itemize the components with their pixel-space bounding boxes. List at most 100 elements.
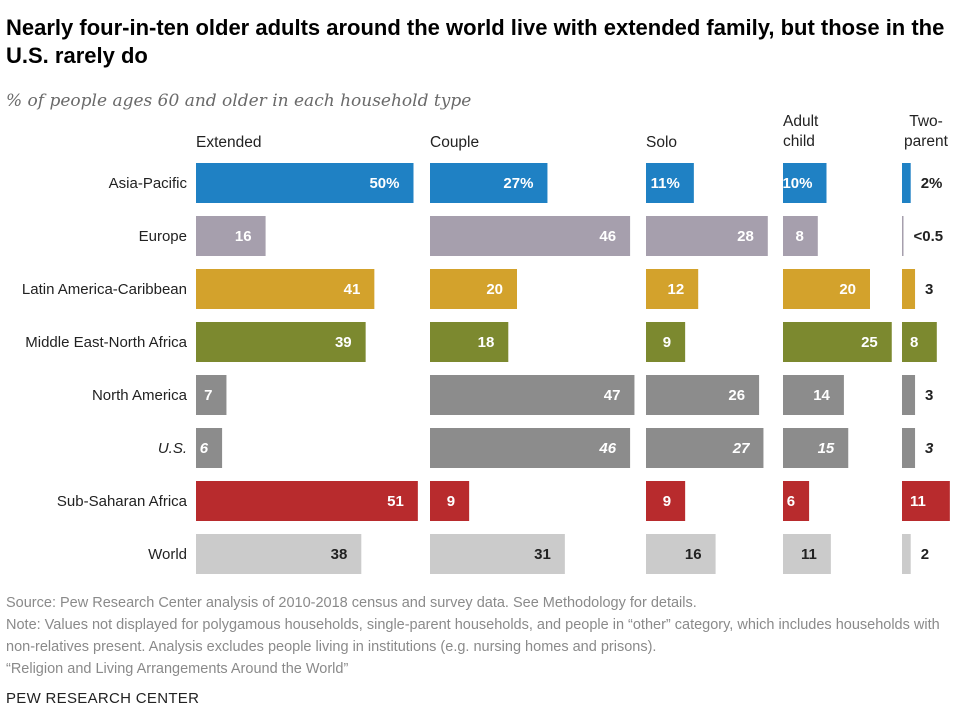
value-label-solo-north-america: 26 <box>728 387 745 404</box>
value-label-couple-asia-pacific: 27% <box>503 175 533 192</box>
panel-header: Couple <box>430 134 479 151</box>
value-label-couple-world: 31 <box>534 546 551 563</box>
note-text: Note: Values not displayed for polygamou… <box>6 617 940 655</box>
bar-extended-latin-america-caribbean <box>196 269 375 309</box>
bar-couple-europe <box>430 216 631 256</box>
bar-solo-latin-america-caribbean <box>646 269 699 309</box>
value-label-two-parent-u-s: 3 <box>925 440 934 457</box>
category-label-sub-saharan-africa: Sub-Saharan Africa <box>57 493 188 510</box>
value-label-two-parent-north-america: 3 <box>925 387 933 404</box>
bar-chart: Extended Couple Solo Adult child Two-parent As… <box>22 113 950 574</box>
value-label-extended-latin-america-caribbean: 41 <box>344 281 361 298</box>
category-label-north-america: North America <box>92 387 188 404</box>
value-label-solo-latin-america-caribbean: 12 <box>668 281 685 298</box>
value-label-solo-world: 16 <box>685 546 702 563</box>
bar-adult-child-sub-saharan-africa <box>783 481 810 521</box>
value-label-extended-europe: 16 <box>235 228 252 245</box>
value-label-solo-middle-east-north-africa: 9 <box>663 334 671 351</box>
bar-couple-u-s <box>430 428 631 468</box>
category-label-europe: Europe <box>139 228 187 245</box>
bar-extended-asia-pacific <box>196 163 414 203</box>
report-title: “Religion and Living Arrangements Around… <box>6 661 349 677</box>
value-label-adult-child-asia-pacific: 10% <box>782 175 812 192</box>
value-label-couple-north-america: 47 <box>604 387 621 404</box>
bar-couple-asia-pacific <box>430 163 548 203</box>
organization-label: PEW RESEARCH CENTER <box>6 690 200 707</box>
bar-adult-child-world <box>783 534 831 574</box>
bar-couple-latin-america-caribbean <box>430 269 517 309</box>
bar-extended-u-s <box>196 428 223 468</box>
value-label-extended-asia-pacific: 50% <box>369 175 399 192</box>
value-label-adult-child-u-s: 15 <box>818 440 835 457</box>
value-label-extended-world: 38 <box>331 546 348 563</box>
panel-header: Adult child <box>783 113 819 150</box>
panel-header: Solo <box>646 134 677 151</box>
bar-two-parent-asia-pacific <box>902 163 911 203</box>
bar-solo-asia-pacific <box>646 163 694 203</box>
bar-two-parent-europe <box>902 216 904 256</box>
bar-solo-middle-east-north-africa <box>646 322 686 362</box>
value-label-solo-u-s: 27 <box>732 440 750 457</box>
value-label-two-parent-asia-pacific: 2% <box>921 175 943 192</box>
category-label-latin-america-caribbean: Latin America-Caribbean <box>22 281 187 298</box>
bar-solo-sub-saharan-africa <box>646 481 686 521</box>
value-label-couple-u-s: 46 <box>598 440 616 457</box>
value-label-adult-child-sub-saharan-africa: 6 <box>787 493 795 510</box>
bar-adult-child-latin-america-caribbean <box>783 269 870 309</box>
bar-extended-middle-east-north-africa <box>196 322 366 362</box>
chart-subtitle: % of people ages 60 and older in each ho… <box>6 91 472 111</box>
bar-solo-u-s <box>646 428 764 468</box>
value-label-adult-child-world: 11 <box>801 546 817 563</box>
bar-adult-child-north-america <box>783 375 844 415</box>
chart-title: Nearly four-in-ten older adults around t… <box>6 15 945 68</box>
bar-extended-north-america <box>196 375 227 415</box>
value-label-two-parent-middle-east-north-africa: 8 <box>910 334 918 351</box>
category-label-world: World <box>148 546 187 563</box>
bar-two-parent-sub-saharan-africa <box>902 481 950 521</box>
bar-two-parent-world <box>902 534 911 574</box>
value-label-couple-sub-saharan-africa: 9 <box>447 493 455 510</box>
value-label-adult-child-europe: 8 <box>795 228 803 245</box>
bar-adult-child-middle-east-north-africa <box>783 322 892 362</box>
value-label-couple-middle-east-north-africa: 18 <box>478 334 495 351</box>
value-label-extended-north-america: 7 <box>204 387 212 404</box>
panel-header: Two-parent <box>904 113 949 150</box>
category-label-middle-east-north-africa: Middle East-North Africa <box>25 334 187 351</box>
bar-couple-north-america <box>430 375 635 415</box>
value-label-solo-europe: 28 <box>737 228 754 245</box>
panel-header: Extended <box>196 134 262 151</box>
value-label-solo-asia-pacific: 11% <box>651 175 680 192</box>
bar-adult-child-europe <box>783 216 818 256</box>
bar-adult-child-u-s <box>783 428 849 468</box>
value-label-extended-sub-saharan-africa: 51 <box>387 493 404 510</box>
bar-adult-child-asia-pacific <box>783 163 827 203</box>
value-label-extended-u-s: 6 <box>200 440 209 457</box>
bar-two-parent-u-s <box>902 428 916 468</box>
value-label-adult-child-north-america: 14 <box>813 387 830 404</box>
value-label-couple-europe: 46 <box>599 228 616 245</box>
value-label-two-parent-sub-saharan-africa: 11 <box>910 493 926 510</box>
bar-two-parent-north-america <box>902 375 916 415</box>
bar-solo-europe <box>646 216 768 256</box>
value-label-adult-child-middle-east-north-africa: 25 <box>861 334 878 351</box>
bar-solo-north-america <box>646 375 760 415</box>
category-label-asia-pacific: Asia-Pacific <box>109 175 188 192</box>
bar-two-parent-latin-america-caribbean <box>902 269 916 309</box>
value-label-two-parent-europe: <0.5 <box>914 228 944 245</box>
value-label-solo-sub-saharan-africa: 9 <box>663 493 671 510</box>
bar-couple-sub-saharan-africa <box>430 481 470 521</box>
value-label-adult-child-latin-america-caribbean: 20 <box>839 281 856 298</box>
bar-two-parent-middle-east-north-africa <box>902 322 937 362</box>
bar-extended-world <box>196 534 362 574</box>
bar-extended-europe <box>196 216 266 256</box>
bar-couple-world <box>430 534 565 574</box>
category-label-u-s: U.S. <box>158 440 187 457</box>
bar-extended-sub-saharan-africa <box>196 481 418 521</box>
value-label-two-parent-latin-america-caribbean: 3 <box>925 281 933 298</box>
value-label-two-parent-world: 2 <box>921 546 929 563</box>
value-label-extended-middle-east-north-africa: 39 <box>335 334 352 351</box>
bar-couple-middle-east-north-africa <box>430 322 509 362</box>
source-note: Source: Pew Research Center analysis of … <box>6 595 697 611</box>
bar-solo-world <box>646 534 716 574</box>
